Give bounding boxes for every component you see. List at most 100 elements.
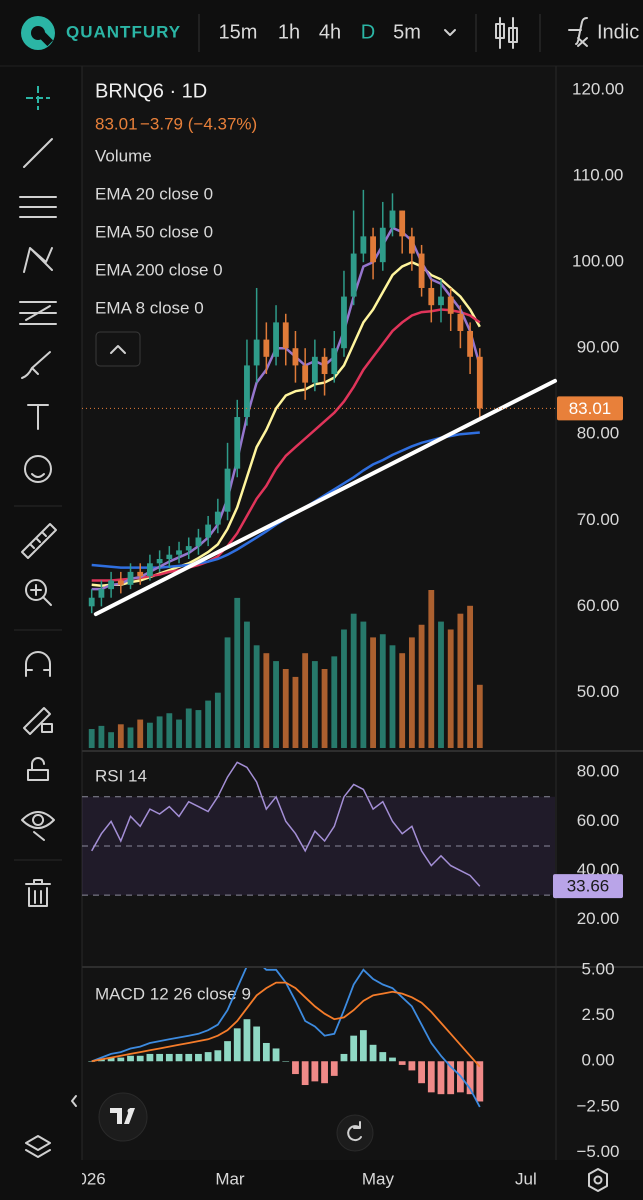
candle-body [185, 546, 192, 551]
x-tick-label: 2026 [68, 1169, 106, 1188]
macd-histogram-bar [214, 1050, 222, 1062]
y-tick-label: 120.00 [572, 80, 624, 99]
candle-body [117, 580, 124, 585]
macd-histogram-bar [224, 1041, 231, 1062]
candle-body [98, 589, 105, 598]
macd-histogram-bar [262, 1042, 270, 1062]
interval[interactable]: 1h [278, 21, 300, 43]
candle-body [418, 253, 425, 288]
volume-bar [292, 676, 299, 748]
macd-histogram-bar [243, 1019, 251, 1062]
candle-body [457, 313, 464, 331]
interval-dropdown[interactable] [444, 29, 456, 36]
candle-body [370, 236, 376, 263]
macd-histogram-bar [233, 1028, 241, 1062]
interval[interactable]: 5m [393, 21, 421, 43]
volume-bar [253, 645, 260, 748]
legend-entry: EMA 8 close 0 [95, 298, 204, 317]
indicators-icon[interactable] [568, 17, 588, 47]
logo-frame [98, 1092, 148, 1142]
reset-chart[interactable] [336, 1114, 374, 1152]
price-change: −3.79 (−4.37%) [140, 114, 257, 133]
candle-body [166, 554, 173, 559]
brush-tool[interactable] [21, 351, 51, 379]
volume-bar [205, 700, 212, 748]
candle-body [214, 511, 221, 525]
macd-histogram-bar [447, 1061, 455, 1095]
ema-line [91, 308, 481, 582]
zoom-tool[interactable] [25, 579, 52, 606]
candle-body [447, 296, 454, 314]
candle-body [428, 287, 435, 306]
macd-histogram-bar [195, 1053, 202, 1062]
pane-1 [82, 761, 555, 896]
projection-tool[interactable] [19, 301, 57, 325]
y-tick-label: 5.00 [581, 959, 614, 978]
volume-bar [350, 613, 357, 748]
macd-histogram-bar [408, 1061, 416, 1071]
macd-histogram-bar [330, 1061, 338, 1076]
ruler-tool[interactable] [21, 523, 57, 559]
settings-dot [593, 1175, 603, 1185]
candle-body [147, 563, 153, 577]
lock-drawings[interactable] [23, 707, 53, 735]
unlock-tool[interactable] [27, 757, 49, 781]
fib-tool[interactable] [19, 196, 57, 218]
y-tick-label: 0.00 [581, 1051, 614, 1070]
layers-button[interactable] [25, 1135, 51, 1158]
volume-bar [428, 590, 435, 748]
y-axes: 120.00 110.00 100.00 90.00 80.00 70.00 60.00 50… [572, 80, 624, 1160]
visibility-tool[interactable] [21, 811, 55, 841]
last-price: 83.01 [95, 114, 138, 133]
volume-bar [234, 597, 241, 748]
volume-bar [379, 634, 386, 748]
macd-histogram-bar [437, 1061, 445, 1095]
pane-0 [88, 189, 483, 748]
macd-histogram-bar [389, 1057, 396, 1062]
y-tick-label: 60.00 [577, 811, 620, 830]
volume-bar [195, 710, 202, 748]
indicators-button[interactable]: Indic [597, 21, 639, 43]
settings-button[interactable] [588, 1168, 608, 1192]
icon-stroke [30, 584, 52, 606]
legend-entry: EMA 200 close 0 [95, 260, 223, 279]
candle-body [360, 236, 367, 254]
chart-type-button[interactable] [495, 17, 518, 49]
trend-line-tool[interactable] [23, 138, 53, 168]
interval-active[interactable]: D [361, 21, 375, 43]
collapse-tools[interactable] [71, 1095, 77, 1107]
interval[interactable]: 4h [319, 21, 341, 43]
candle-body [350, 253, 357, 297]
candle-body [331, 348, 338, 375]
macd-histogram-bar [292, 1061, 299, 1075]
text-tool[interactable] [27, 404, 49, 430]
pattern-tool[interactable] [23, 247, 53, 273]
volume-bar [137, 719, 144, 748]
volume-bar [476, 684, 483, 748]
macd-histogram-bar [321, 1061, 328, 1084]
volume-bar [147, 722, 153, 748]
collapse-legend[interactable] [95, 331, 141, 367]
crosshair-tool[interactable] [26, 86, 50, 110]
logo-cut [38, 31, 54, 47]
tv-logo[interactable] [98, 1092, 148, 1142]
macd-histogram-bar [146, 1053, 154, 1062]
macd-histogram-bar [156, 1053, 164, 1062]
rsi-value-tag [553, 874, 623, 899]
candle-body [205, 524, 212, 538]
volume-bar [176, 719, 182, 748]
volume-bar [185, 708, 192, 748]
trend-line [93, 378, 557, 617]
icon-tool[interactable] [24, 455, 52, 483]
delete-tool[interactable] [25, 879, 51, 907]
macd-histogram-bar [301, 1061, 309, 1086]
macd-histogram-bar [272, 1048, 280, 1062]
interval[interactable]: 15m [219, 21, 258, 43]
magnet-tool[interactable] [25, 651, 51, 677]
logo[interactable] [21, 16, 55, 50]
button-icon [347, 1121, 362, 1142]
volume-bar [302, 653, 309, 748]
candle-body [311, 356, 318, 383]
